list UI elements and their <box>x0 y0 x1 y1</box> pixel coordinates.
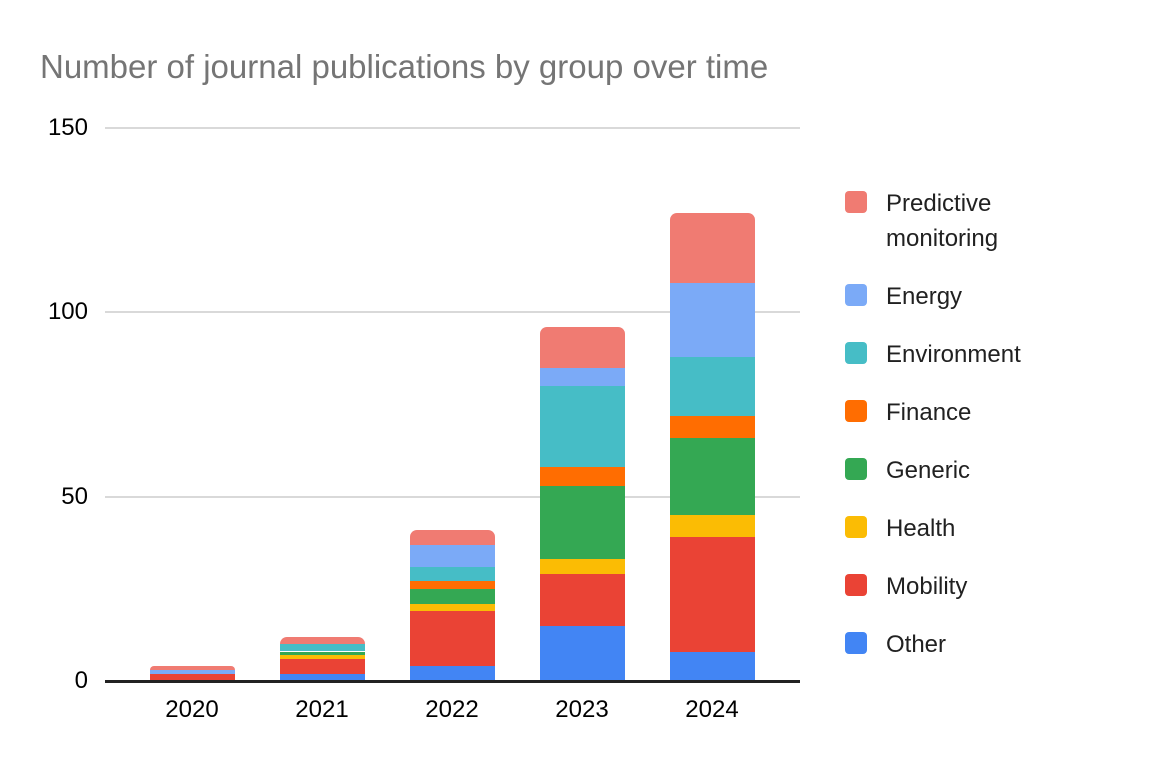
legend-label: Other <box>886 631 947 658</box>
bar-segment-finance <box>669 415 755 438</box>
bar-segment-mobility <box>539 574 625 626</box>
legend-swatch-environment <box>845 342 867 364</box>
x-axis-line <box>105 680 800 683</box>
bar-segment-predictive-monitoring <box>669 212 755 283</box>
bar-segment-mobility <box>669 537 755 652</box>
bar-segment-generic <box>669 437 755 516</box>
bar-segment-predictive-monitoring <box>409 529 495 545</box>
legend-item-generic: Generic <box>845 453 1155 488</box>
legend-swatch-predictive-monitoring <box>845 191 867 213</box>
legend-item-environment: Environment <box>845 337 1155 372</box>
bar-segment-generic <box>409 588 495 604</box>
legend-swatch-generic <box>845 458 867 480</box>
x-tick-label: 2021 <box>295 696 349 723</box>
bar-segment-health <box>669 515 755 538</box>
bar-segment-health <box>409 603 495 611</box>
bar-segment-mobility <box>279 658 365 674</box>
bar-segment-energy <box>539 367 625 387</box>
bar-segment-health <box>539 559 625 575</box>
bar-segment-environment <box>539 386 625 468</box>
bar-segment-mobility <box>409 610 495 667</box>
legend-item-energy: Energy <box>845 279 1155 314</box>
bar-segment-mobility <box>149 673 235 681</box>
bar-segment-other <box>539 625 625 681</box>
legend-label: Energy <box>886 283 963 310</box>
bar-segment-predictive-monitoring <box>149 666 235 670</box>
y-tick-label: 0 <box>74 667 88 694</box>
bar-segment-health <box>279 655 365 659</box>
bar-segment-energy <box>669 282 755 357</box>
bar-segment-predictive-monitoring <box>539 327 625 368</box>
bar-segment-energy <box>149 669 235 674</box>
legend-label: Environment <box>886 341 1021 368</box>
bar-segment-environment <box>669 356 755 416</box>
legend: Predictive monitoring Energy Environment Fi… <box>845 186 1155 662</box>
bar-segment-other <box>279 673 365 681</box>
bar-segment-finance <box>539 467 625 486</box>
bar-segment-other <box>669 651 755 681</box>
legend-swatch-energy <box>845 284 867 306</box>
bar-segment-other <box>409 666 495 681</box>
y-tick-label: 100 <box>47 298 88 326</box>
bar-segment-generic <box>279 651 365 656</box>
bar-segment-predictive-monitoring <box>279 636 365 645</box>
legend-label: Predictive monitoring <box>886 190 999 252</box>
legend-swatch-mobility <box>845 574 867 596</box>
legend-item-predictive-monitoring: Predictive monitoring <box>845 186 1155 256</box>
chart-title: Number of journal publications by group … <box>40 48 769 85</box>
x-tick-label: 2020 <box>165 696 219 723</box>
gridline <box>105 127 800 129</box>
bar-segment-energy <box>409 544 495 567</box>
bar-segment-generic <box>539 485 625 560</box>
x-tick-label: 2023 <box>555 696 609 723</box>
gridline <box>105 311 800 314</box>
legend-label: Health <box>886 515 956 542</box>
legend-swatch-finance <box>845 400 867 422</box>
gridline <box>105 495 800 498</box>
legend-swatch-health <box>845 516 867 538</box>
x-tick-label: 2024 <box>685 696 739 723</box>
y-tick-label: 150 <box>47 114 88 141</box>
bar-segment-environment <box>279 644 365 652</box>
x-tick-label: 2022 <box>425 696 479 723</box>
legend-item-mobility: Mobility <box>845 569 1155 604</box>
bar-segment-finance <box>409 581 495 589</box>
legend-item-other: Other <box>845 627 1155 662</box>
legend-item-health: Health <box>845 511 1155 546</box>
legend-label: Generic <box>886 457 971 484</box>
legend-swatch-other <box>845 632 867 654</box>
y-tick-label: 50 <box>61 482 88 510</box>
legend-label: Finance <box>886 399 972 426</box>
legend-label: Mobility <box>886 573 968 600</box>
bar-segment-environment <box>409 566 495 582</box>
legend-item-finance: Finance <box>845 395 1155 430</box>
